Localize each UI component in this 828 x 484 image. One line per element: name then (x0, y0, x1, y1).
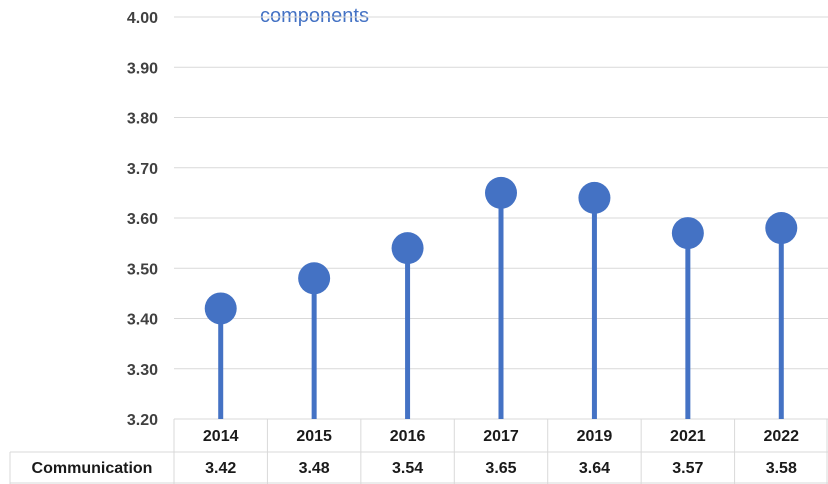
table-value-cell: 3.58 (766, 460, 797, 477)
data-point (485, 176, 517, 209)
table-value-cell: 3.65 (485, 460, 516, 477)
x-category-label: 2019 (577, 428, 613, 445)
table-row-label: Communication (32, 460, 153, 477)
chart-title-fragment: components (260, 5, 369, 27)
data-point (671, 217, 704, 250)
y-tick-label: 3.20 (127, 412, 158, 429)
data-table: Communication 2014 3.42 2015 3.48 2016 3.54 201… (9, 418, 828, 484)
table-value-cell: 3.64 (579, 460, 610, 477)
lollipop-dots (204, 176, 798, 325)
data-point (578, 181, 611, 214)
table-value-cell: 3.48 (299, 460, 330, 477)
data-point (298, 262, 331, 295)
x-category-label: 2014 (203, 428, 239, 445)
x-category-label: 2015 (296, 428, 332, 445)
table-value-cell: 3.42 (205, 460, 236, 477)
y-tick-label: 3.30 (127, 362, 158, 379)
data-point (765, 212, 798, 245)
table-value-cell: 3.54 (392, 460, 423, 477)
x-category-label: 2016 (390, 428, 426, 445)
y-tick-label: 3.50 (127, 261, 158, 278)
y-axis-tick-labels: 3.20 3.30 3.40 3.50 3.60 3.70 3.80 3.90 4.00 (127, 10, 158, 429)
y-tick-label: 4.00 (127, 10, 158, 27)
x-category-label: 2017 (483, 428, 519, 445)
data-point (391, 232, 424, 265)
lollipop-stems (218, 192, 784, 419)
x-category-label: 2021 (670, 428, 706, 445)
y-tick-label: 3.80 (127, 111, 158, 128)
y-tick-label: 3.90 (127, 60, 158, 77)
y-tick-label: 3.60 (127, 211, 158, 228)
data-point (204, 292, 237, 325)
table-value-cell: 3.57 (672, 460, 703, 477)
y-tick-label: 3.70 (127, 161, 158, 178)
y-tick-label: 3.40 (127, 312, 158, 329)
x-category-label: 2022 (763, 428, 799, 445)
